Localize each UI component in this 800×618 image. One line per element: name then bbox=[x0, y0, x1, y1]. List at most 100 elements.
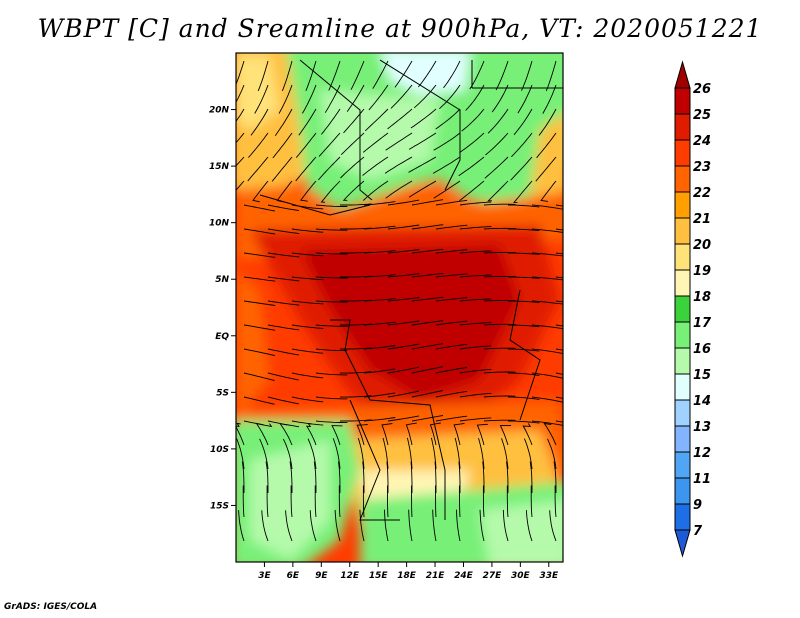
streamline bbox=[508, 300, 540, 303]
streamline bbox=[506, 485, 509, 518]
lon-label: 6E bbox=[287, 571, 300, 581]
colorbar-label: 11 bbox=[693, 472, 711, 487]
streamline bbox=[255, 422, 269, 446]
streamline bbox=[554, 485, 557, 518]
streamline bbox=[411, 415, 444, 422]
colorbar-swatch bbox=[674, 503, 691, 531]
streamline bbox=[291, 252, 324, 257]
streamline bbox=[543, 422, 557, 446]
streamline bbox=[339, 395, 372, 398]
streamline bbox=[321, 108, 341, 135]
colorbar-swatch bbox=[674, 87, 691, 115]
streamline bbox=[510, 156, 533, 181]
streamline bbox=[267, 252, 300, 258]
streamline bbox=[363, 201, 396, 206]
streamline bbox=[483, 227, 516, 230]
colorbar-label: 7 bbox=[693, 524, 703, 539]
streamline bbox=[507, 372, 540, 376]
colorbar-label: 21 bbox=[693, 212, 711, 227]
lon-label: 33E bbox=[539, 571, 559, 581]
streamline bbox=[243, 228, 276, 235]
streamline bbox=[435, 343, 468, 350]
streamline bbox=[266, 485, 269, 518]
streamline bbox=[531, 324, 563, 330]
streamline bbox=[435, 485, 437, 518]
streamline bbox=[236, 132, 245, 144]
streamline bbox=[291, 348, 324, 354]
streamline bbox=[267, 276, 300, 282]
streamline bbox=[274, 108, 293, 136]
streamline bbox=[435, 249, 468, 254]
plot-title: WBPT [C] and Sreamline at 900hPa, VT: 20… bbox=[37, 14, 763, 43]
colorbar-label: 24 bbox=[693, 134, 711, 149]
map-axes: 20N 15N 10N 5N EQ 5S 10S 15S 3E 6E 9E 12E 15E 18E 21E 2… bbox=[209, 106, 559, 581]
streamline bbox=[243, 300, 276, 306]
streamline bbox=[236, 438, 245, 470]
streamline bbox=[363, 250, 396, 254]
streamline bbox=[267, 348, 299, 356]
streamline bbox=[265, 461, 269, 493]
streamline bbox=[241, 461, 245, 493]
streamline bbox=[535, 156, 557, 182]
streamline bbox=[363, 345, 396, 350]
colorbar-label: 18 bbox=[693, 290, 711, 305]
streamline bbox=[368, 84, 389, 111]
streamline bbox=[340, 419, 372, 422]
streamline bbox=[343, 108, 365, 134]
streamline bbox=[483, 203, 516, 206]
streamline bbox=[459, 201, 492, 206]
streamline bbox=[331, 425, 343, 446]
streamline bbox=[435, 108, 461, 130]
streamline bbox=[362, 132, 389, 153]
streamline bbox=[555, 372, 563, 375]
streamline bbox=[356, 424, 368, 446]
streamline bbox=[439, 84, 461, 110]
streamline bbox=[531, 396, 563, 403]
streamline bbox=[387, 485, 389, 518]
streamline bbox=[502, 509, 509, 542]
colorbar-swatch bbox=[674, 347, 691, 375]
streamline bbox=[435, 390, 468, 398]
streamline bbox=[542, 84, 557, 114]
streamline bbox=[511, 132, 533, 158]
colorbar-swatch bbox=[674, 165, 691, 193]
streamline bbox=[243, 396, 275, 405]
wbpt-field bbox=[236, 53, 563, 562]
field-region-north-palegreen bbox=[320, 90, 440, 180]
streamline bbox=[435, 199, 468, 206]
streamline bbox=[363, 392, 396, 398]
streamline bbox=[408, 509, 413, 542]
streamline bbox=[459, 132, 485, 153]
colorbar-swatch bbox=[674, 139, 691, 167]
streamline bbox=[411, 224, 444, 230]
streamline bbox=[555, 252, 563, 255]
streamline bbox=[387, 273, 420, 278]
streamline bbox=[346, 84, 365, 112]
streamline bbox=[507, 396, 540, 400]
streamline bbox=[432, 156, 461, 174]
streamline bbox=[291, 396, 324, 403]
colorbar-swatch bbox=[674, 373, 691, 401]
streamline bbox=[382, 437, 389, 470]
lat-label: 10S bbox=[210, 445, 229, 455]
streamline bbox=[417, 60, 437, 88]
streamline bbox=[364, 108, 389, 132]
streamline bbox=[315, 324, 348, 327]
colorbar-high-arrow bbox=[674, 60, 691, 89]
streamline bbox=[555, 324, 563, 327]
colorbar-swatch bbox=[674, 399, 691, 427]
streamline bbox=[411, 485, 413, 518]
streamline bbox=[459, 345, 492, 350]
streamline bbox=[314, 485, 317, 518]
streamline bbox=[536, 132, 557, 159]
streamline bbox=[236, 180, 245, 191]
lat-label: 5N bbox=[215, 275, 229, 285]
streamline bbox=[549, 510, 557, 542]
streamline bbox=[363, 321, 396, 326]
streamline bbox=[267, 372, 299, 381]
streamline bbox=[485, 132, 509, 156]
colorbar-label: 23 bbox=[693, 160, 711, 175]
streamline bbox=[458, 461, 461, 493]
streamline bbox=[236, 156, 245, 167]
lat-label: EQ bbox=[215, 332, 229, 342]
